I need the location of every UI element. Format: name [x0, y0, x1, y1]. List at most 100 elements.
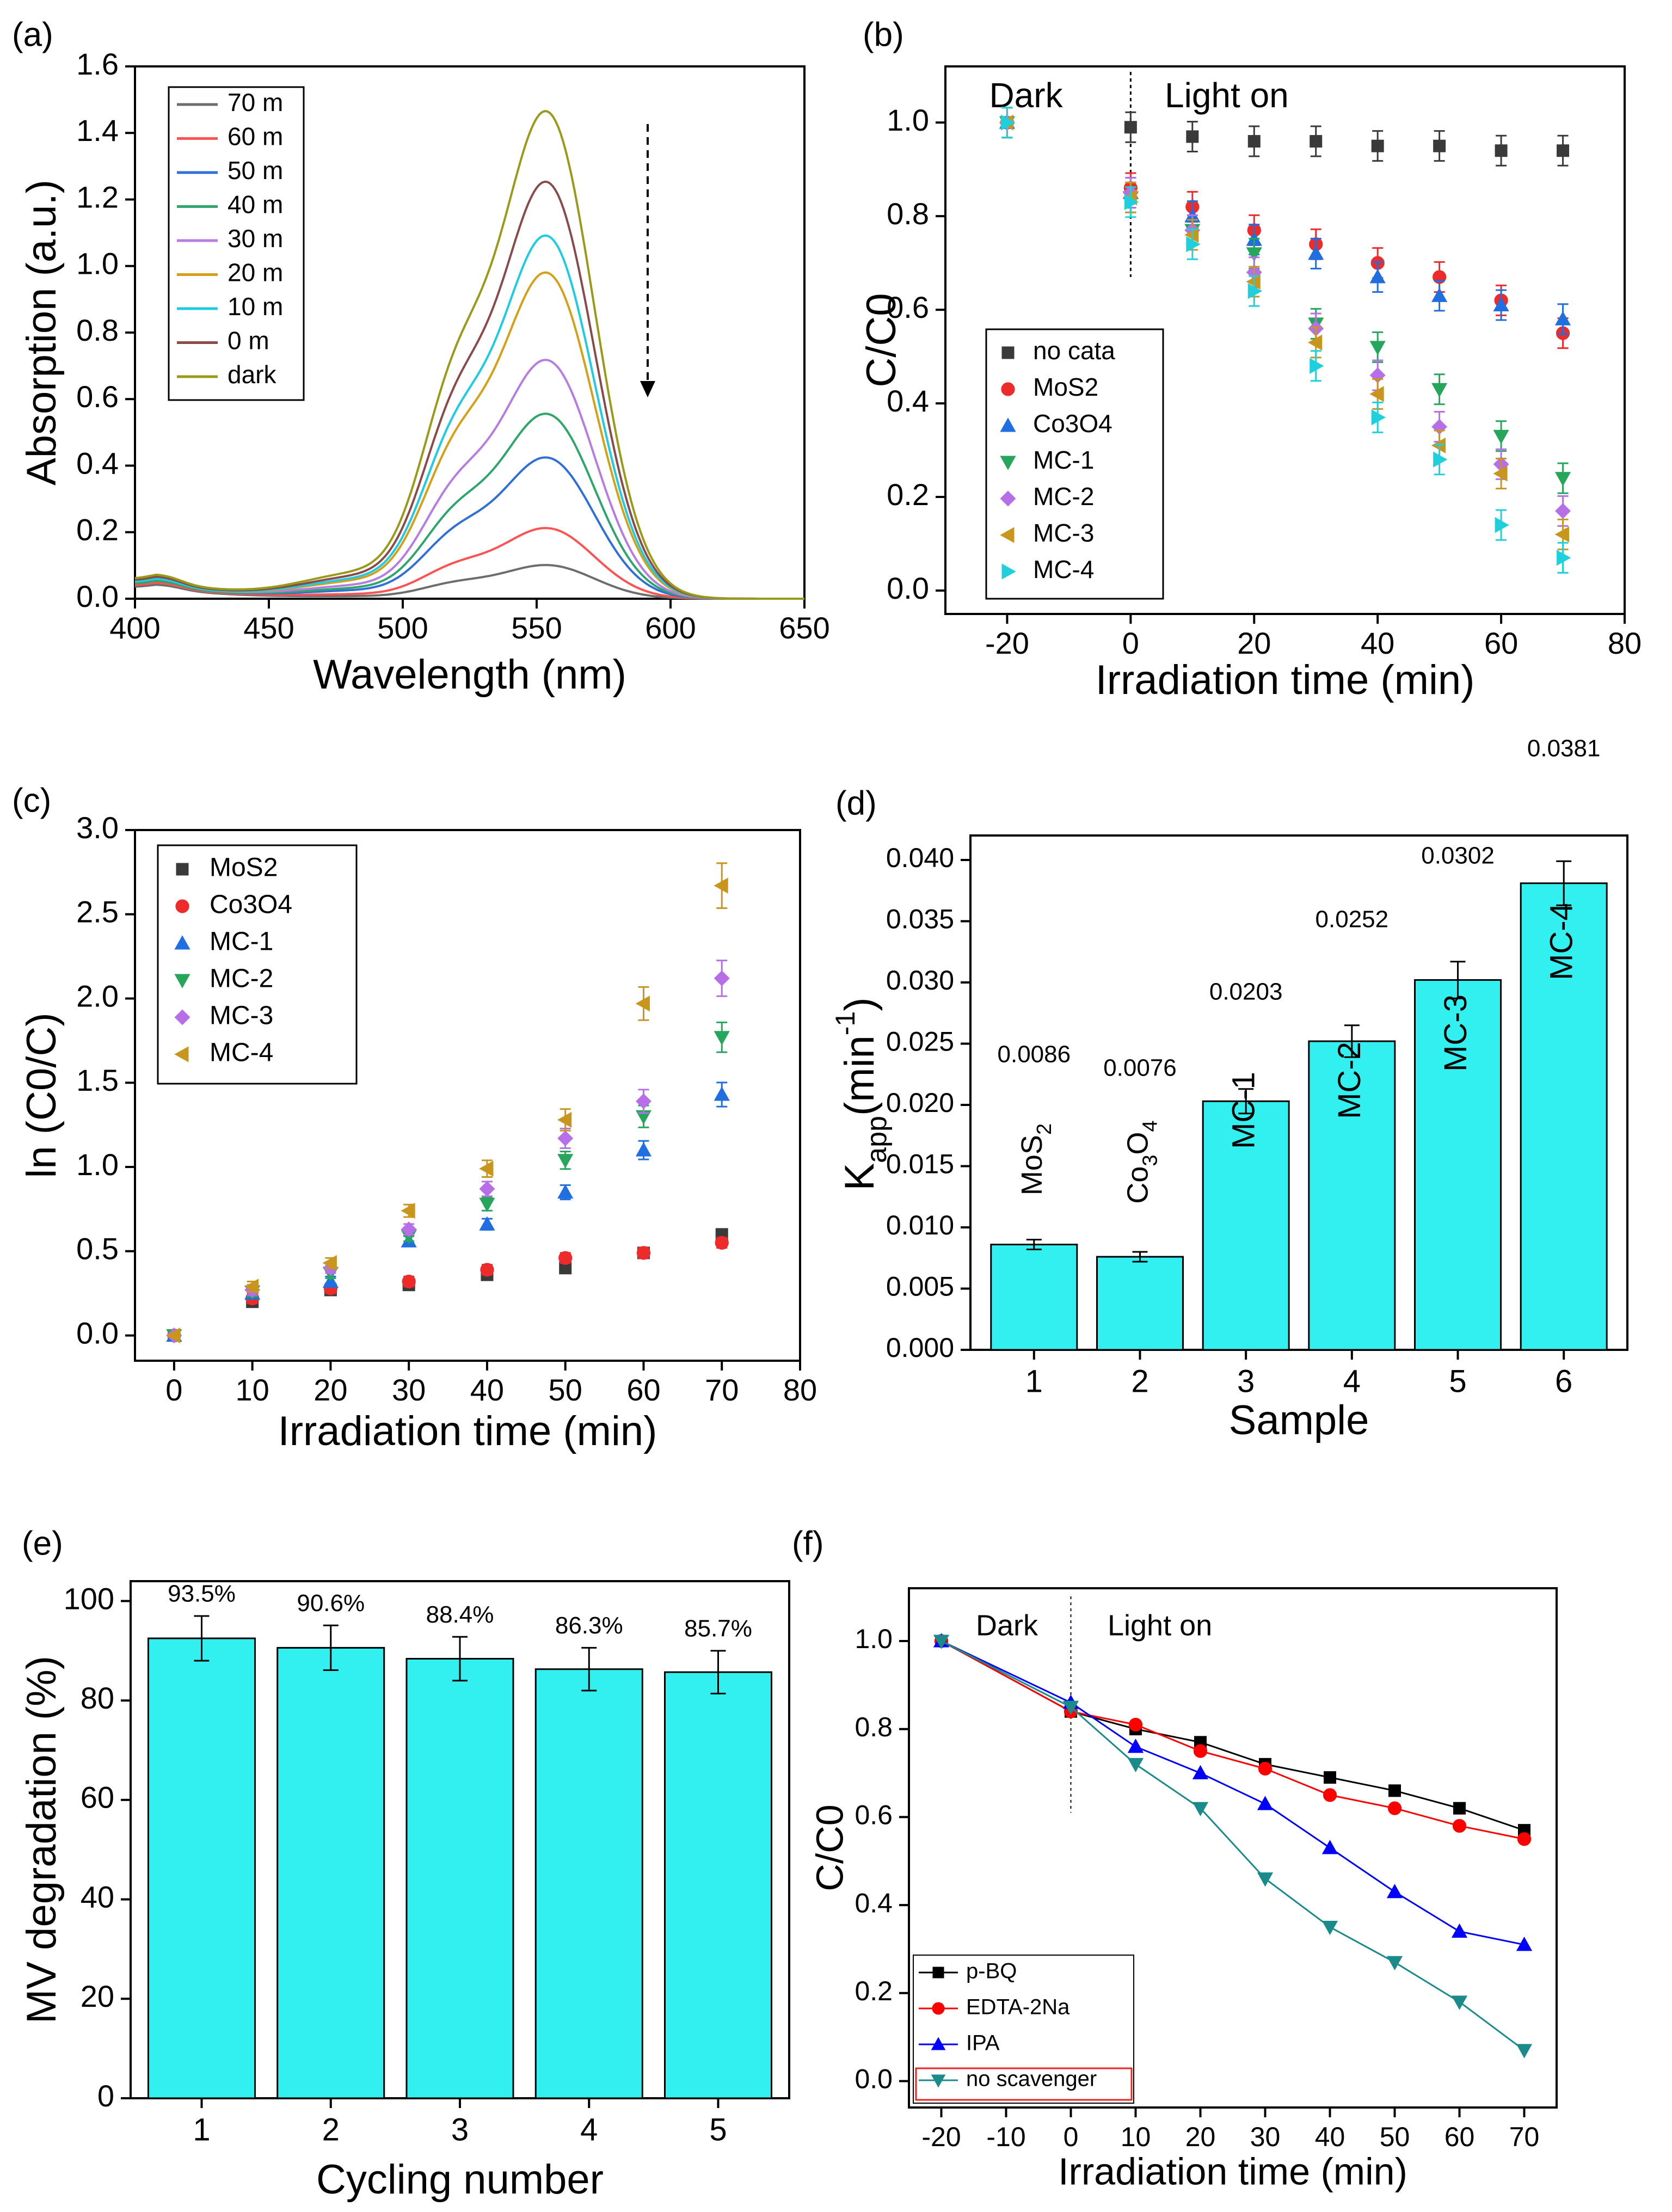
x-tick-label: 0	[1064, 2122, 1079, 2152]
legend-marker	[174, 935, 190, 950]
legend-label: MoS2	[1033, 373, 1098, 401]
y-axis-label: MV degradation (%)	[19, 1656, 65, 2024]
data-point	[1451, 1923, 1468, 1938]
data-point	[1308, 245, 1324, 260]
value-label: 0.0381	[1527, 735, 1601, 762]
y-tick-label: 0.5	[76, 1232, 119, 1266]
data-point	[714, 1086, 730, 1101]
data-point	[1193, 1744, 1208, 1758]
legend: p-BQ EDTA-2Na IPA no scavenger	[913, 1955, 1134, 2104]
panel-label: (e)	[22, 1525, 63, 1562]
legend-box	[913, 1955, 1134, 2104]
y-tick-label: 0.2	[855, 1976, 893, 2006]
x-tick-label: 20	[314, 1373, 347, 1407]
x-tick-label: -10	[986, 2122, 1025, 2152]
x-axis-label: Irradiation time (min)	[278, 1408, 657, 1454]
data-point	[402, 1274, 416, 1289]
bar	[664, 1671, 773, 2099]
data-point	[1452, 1818, 1467, 1833]
data-point	[1127, 1758, 1144, 1773]
bar-label-part: 4	[1139, 1120, 1162, 1132]
arrow-head	[640, 381, 655, 397]
y-tick-label: 100	[64, 1581, 114, 1615]
legend-marker	[1000, 456, 1016, 470]
x-tick-label: 500	[377, 611, 428, 645]
data-point	[1554, 472, 1571, 487]
x-tick-label: 600	[645, 611, 696, 645]
y-axis-label: Absorption (a.u.)	[19, 180, 65, 486]
data-point	[479, 1160, 494, 1177]
y-tick-label: 40	[81, 1879, 114, 1914]
x-tick-label: 20	[1185, 2122, 1216, 2152]
bar-label-part: MoS	[1016, 1135, 1048, 1195]
data-point	[1369, 386, 1384, 402]
data-point	[1386, 1956, 1403, 1970]
data-point	[1321, 1840, 1338, 1854]
y-tick-label: 0.035	[886, 904, 954, 935]
x-axis-label: Cycling number	[316, 2156, 604, 2203]
data-point	[1369, 341, 1386, 355]
y-tick-label: 0.015	[886, 1149, 954, 1179]
legend-label: Co3O4	[1033, 409, 1112, 438]
x-tick-label: 3	[451, 2112, 469, 2147]
legend-label: 40 m	[228, 191, 283, 219]
data-point	[1453, 1802, 1466, 1815]
y-tick-label: 1.0	[76, 1147, 119, 1182]
legend-label: MC-1	[1033, 446, 1094, 474]
y-tick-label: 0.4	[855, 1888, 893, 1918]
data-point	[479, 1181, 495, 1197]
y-axis-label: Kapp(min-1)	[830, 997, 893, 1190]
y-axis-label-part: K	[837, 1163, 883, 1191]
y-tick-label: 0	[97, 2079, 114, 2113]
value-label: 85.7%	[684, 1615, 752, 1642]
legend-label: no scavenger	[966, 2067, 1097, 2091]
legend-label: MC-3	[210, 1001, 273, 1030]
x-tick-label: 4	[580, 2112, 598, 2147]
y-axis-label-part: (min	[837, 1035, 883, 1116]
plot-frame	[134, 829, 801, 1362]
x-tick-label: 20	[1237, 626, 1271, 660]
data-point	[635, 1142, 652, 1157]
legend-marker	[176, 863, 189, 876]
x-tick-label: 650	[779, 611, 829, 645]
legend-marker	[931, 2074, 946, 2088]
data-point	[1192, 1802, 1209, 1817]
legend-label: dark	[228, 360, 276, 389]
data-point	[1386, 1884, 1403, 1898]
data-point	[1247, 283, 1263, 299]
x-tick-label: 40	[470, 1373, 504, 1407]
x-tick-label: 10	[1121, 2122, 1151, 2152]
data-point	[1433, 451, 1448, 468]
series-line	[941, 1640, 1525, 1832]
x-tick-label: 10	[235, 1373, 269, 1407]
bar	[1414, 979, 1502, 1351]
x-tick-label: 4	[1343, 1363, 1361, 1399]
spectrum-line	[134, 413, 804, 600]
annotation-dark: Dark	[976, 1609, 1038, 1642]
x-tick-label: 50	[549, 1373, 582, 1407]
y-tick-label: 1.6	[76, 47, 119, 81]
y-axis-label: ln (C0/C)	[19, 1012, 65, 1178]
x-tick-label: 30	[1250, 2122, 1281, 2152]
legend: 70 m 60 m 50 m 40 m 30 m 20 m 10 m 0 m dark	[168, 86, 305, 401]
legend-marker	[174, 974, 190, 988]
y-tick-label: 0.025	[886, 1027, 954, 1057]
bar	[1202, 1100, 1290, 1351]
annotation-light-on: Light on	[1108, 1609, 1212, 1642]
x-tick-label: 60	[1484, 626, 1518, 660]
bar	[1096, 1256, 1184, 1351]
legend-label: no cata	[1033, 336, 1115, 365]
spectrum-line	[134, 527, 804, 600]
bar	[276, 1646, 385, 2099]
bar	[1520, 882, 1608, 1351]
y-tick-label: 3.0	[76, 810, 119, 845]
y-tick-label: 0.005	[886, 1271, 954, 1302]
y-tick-label: 0.8	[887, 196, 929, 231]
data-point	[1124, 121, 1137, 134]
data-point	[1431, 287, 1448, 302]
legend-label: IPA	[966, 2031, 1000, 2055]
data-point	[1557, 550, 1571, 566]
y-tick-label: 0.0	[855, 2064, 893, 2094]
bar-label: MC-1	[1226, 1072, 1261, 1149]
data-point	[557, 1154, 574, 1169]
